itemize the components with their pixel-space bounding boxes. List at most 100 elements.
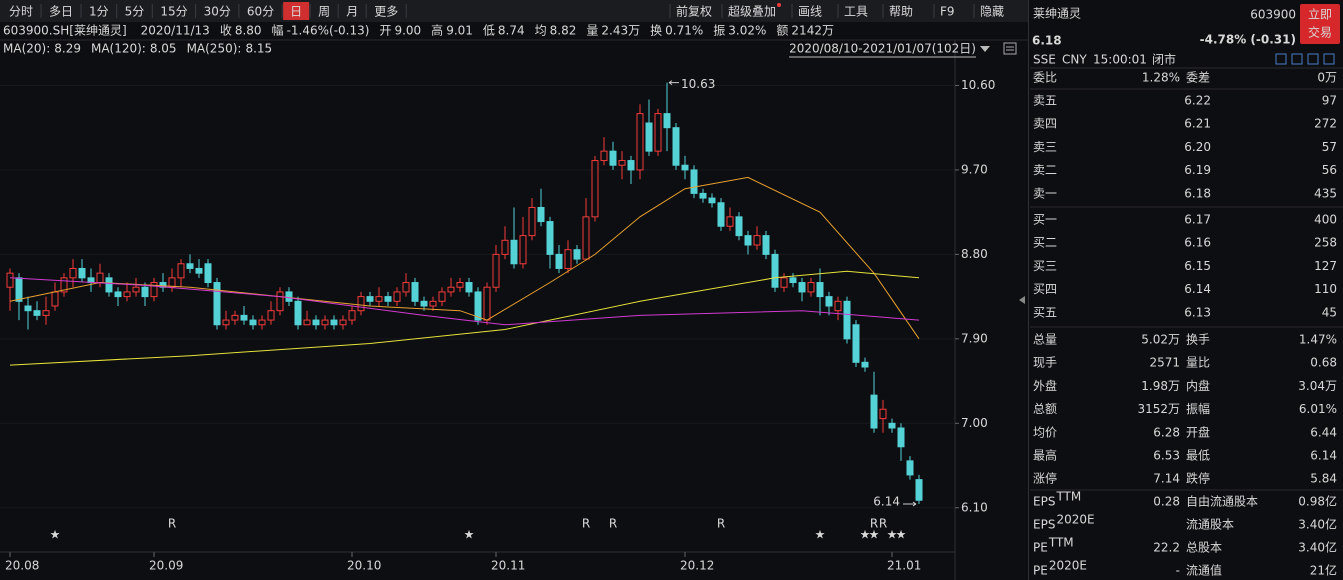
tool[interactable]: 工具 bbox=[844, 5, 868, 19]
info-label: 量 bbox=[586, 24, 598, 38]
candle-body bbox=[393, 291, 401, 302]
tab[interactable]: 60分 bbox=[247, 5, 274, 19]
candle-body bbox=[816, 282, 824, 298]
candle-body bbox=[411, 282, 419, 302]
row-value: 0.68 bbox=[1310, 356, 1337, 370]
row-label: PE bbox=[1033, 541, 1048, 555]
high-arrow bbox=[668, 80, 679, 86]
candle-body bbox=[726, 216, 734, 227]
tab[interactable]: 分时 bbox=[9, 5, 33, 19]
candle-body bbox=[204, 263, 212, 284]
event-marker: ★ bbox=[860, 528, 871, 542]
tool[interactable]: 隐藏 bbox=[980, 5, 1004, 19]
row-label: 跌停 bbox=[1186, 471, 1210, 486]
row-label: 最低 bbox=[1186, 449, 1210, 463]
candle-body bbox=[546, 221, 554, 255]
candle-body bbox=[492, 253, 500, 288]
price-change: -4.78% (-0.31) bbox=[1200, 33, 1296, 47]
info-value: -1.46%(-0.13) bbox=[287, 24, 370, 38]
icon[interactable] bbox=[1291, 53, 1303, 65]
candle-body bbox=[339, 319, 347, 326]
candle-body bbox=[681, 164, 689, 171]
event-marker: R bbox=[717, 517, 725, 531]
row-label: 外盘 bbox=[1033, 378, 1057, 393]
collapse-icon[interactable] bbox=[1019, 296, 1025, 304]
tab[interactable]: 多日 bbox=[49, 5, 73, 19]
status: 15:00:01 bbox=[1093, 53, 1147, 67]
row-value: 22.2 bbox=[1153, 541, 1180, 555]
candle-body bbox=[312, 319, 320, 326]
notify-dot bbox=[777, 3, 782, 7]
row-value: 1.28% bbox=[1142, 71, 1180, 85]
trade-button-label[interactable]: 立即 bbox=[1308, 7, 1332, 22]
candle-body bbox=[96, 272, 104, 284]
tool[interactable]: 画线 bbox=[798, 5, 822, 19]
candle-body bbox=[744, 235, 752, 246]
candle-body bbox=[195, 267, 203, 274]
row-label-sup: 2020E bbox=[1049, 559, 1087, 573]
ma-line bbox=[9, 270, 920, 366]
candle-body bbox=[663, 113, 671, 129]
tool[interactable]: 超级叠加 bbox=[728, 4, 776, 19]
icon[interactable] bbox=[1307, 53, 1319, 65]
row-value: 0万 bbox=[1317, 71, 1337, 85]
book-label: 买二 bbox=[1033, 236, 1057, 250]
symbol: 603900.SH[莱绅通灵] bbox=[3, 24, 127, 38]
book-volume: 127 bbox=[1314, 259, 1337, 273]
book-price: 6.18 bbox=[1184, 186, 1211, 200]
candle-body bbox=[852, 324, 860, 363]
panel-icons bbox=[1275, 53, 1335, 65]
candle-body bbox=[618, 160, 626, 166]
row-label-sup: 2020E bbox=[1056, 513, 1094, 527]
row-label: EPS bbox=[1033, 495, 1055, 509]
row-value: 21亿 bbox=[1310, 563, 1337, 578]
tool[interactable]: 帮助 bbox=[889, 5, 913, 19]
candle-body bbox=[213, 282, 221, 326]
candle-body bbox=[591, 160, 599, 218]
tab[interactable]: 30分 bbox=[204, 5, 231, 19]
y-tick-label: 8.80 bbox=[961, 247, 988, 261]
candle-body bbox=[483, 286, 491, 321]
book-label: 买五 bbox=[1033, 305, 1057, 319]
book-volume: 272 bbox=[1314, 117, 1337, 131]
trade-button[interactable] bbox=[1300, 4, 1340, 44]
row-label: 总股本 bbox=[1186, 541, 1222, 555]
icon[interactable] bbox=[1275, 53, 1287, 65]
info-value: 9.01 bbox=[446, 24, 473, 38]
candle-body bbox=[276, 291, 284, 312]
row-value: 1.47% bbox=[1299, 333, 1337, 347]
settings-icon[interactable] bbox=[1003, 42, 1017, 55]
date-range[interactable]: 2020/08/10-2021/01/07(102日) bbox=[789, 42, 976, 56]
row-value: 1.98万 bbox=[1141, 379, 1180, 393]
tool[interactable]: F9 bbox=[940, 5, 955, 19]
row-value: 6.53 bbox=[1153, 449, 1180, 463]
candle-body bbox=[375, 296, 383, 302]
x-tick-label: 20.11 bbox=[491, 559, 525, 573]
candle-body bbox=[249, 319, 257, 326]
book-volume: 400 bbox=[1314, 213, 1337, 227]
row-label: 内盘 bbox=[1186, 378, 1210, 393]
book-label: 卖五 bbox=[1033, 94, 1057, 108]
x-tick-label: 20.08 bbox=[5, 559, 39, 573]
row-label: 现手 bbox=[1033, 356, 1057, 370]
low-arrow bbox=[903, 501, 917, 507]
trade-button-label[interactable]: 交易 bbox=[1308, 25, 1332, 40]
row-value: 5.84 bbox=[1310, 472, 1337, 486]
row-label: 自由流通股本 bbox=[1186, 495, 1258, 509]
last-price: 6.18 bbox=[1032, 34, 1062, 48]
row-label: 涨停 bbox=[1033, 471, 1057, 486]
tab[interactable]: 周 bbox=[318, 5, 330, 19]
tab[interactable]: 更多 bbox=[374, 5, 398, 19]
tab[interactable]: 1分 bbox=[89, 5, 109, 19]
tab[interactable]: 日 bbox=[290, 5, 302, 19]
row-label: 委差 bbox=[1186, 71, 1210, 85]
tab[interactable]: 月 bbox=[346, 5, 358, 19]
tool[interactable]: 前复权 bbox=[676, 4, 712, 19]
tab[interactable]: 15分 bbox=[160, 5, 187, 19]
info-label: 低 bbox=[483, 24, 495, 38]
candle-body bbox=[456, 282, 464, 288]
tab[interactable]: 5分 bbox=[125, 5, 145, 19]
icon[interactable] bbox=[1323, 53, 1335, 65]
range-dropdown[interactable] bbox=[980, 46, 990, 52]
candle-body bbox=[6, 272, 14, 288]
